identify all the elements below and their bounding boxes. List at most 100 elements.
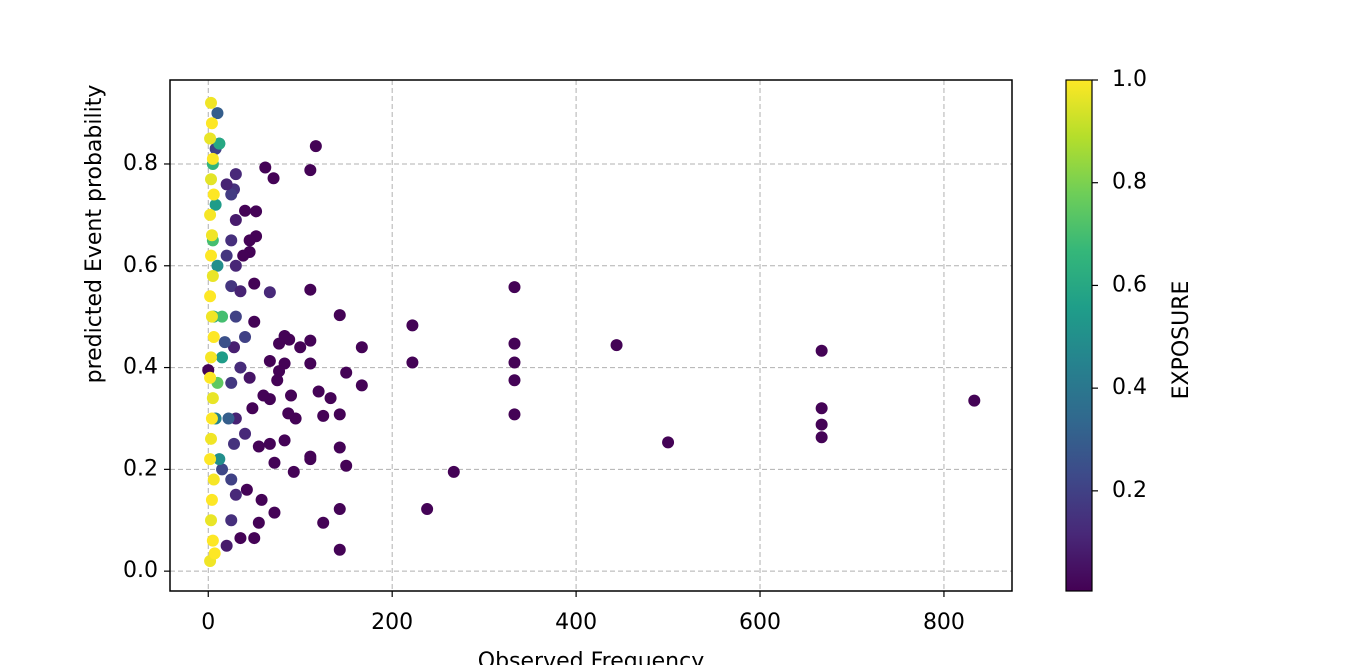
point [234,532,247,545]
point [263,437,276,450]
point [271,374,284,387]
point [211,107,224,120]
point [225,514,238,527]
point [204,371,217,384]
x-axis-label: Observed Frequency [478,649,705,665]
point [206,269,219,282]
point [406,356,419,369]
point [209,198,222,211]
point [229,168,242,181]
point [220,539,233,552]
point [204,132,217,145]
point [239,204,252,217]
point [355,341,368,354]
point [333,503,346,516]
point [508,337,521,350]
point [340,459,353,472]
point [508,374,521,387]
point [205,351,218,364]
point [273,365,286,378]
point [508,408,521,421]
point [234,285,247,298]
point [355,379,368,392]
colorbar-tick-label: 0.6 [1112,272,1147,297]
point [287,465,300,478]
colorbar-tick-label: 0.8 [1112,170,1147,195]
x-tick-label: 600 [739,610,781,635]
point [205,493,218,506]
point [213,137,226,150]
point [218,336,231,349]
point [278,434,291,447]
point [220,249,233,262]
point [225,280,238,293]
point [304,164,317,177]
point [225,473,238,486]
point [205,412,218,425]
point [243,234,256,247]
point [216,310,229,323]
y-tick-label: 0.4 [123,355,158,380]
point [263,354,276,367]
point [268,456,281,469]
point [304,334,317,347]
point [259,161,272,174]
point [324,392,337,405]
y-tick-label: 0.8 [123,151,158,176]
point [309,140,322,153]
point [248,315,261,328]
point [220,178,233,191]
point [234,361,247,374]
point [815,344,828,357]
y-axis-label: predicted Event probability [82,85,107,384]
point [421,503,434,516]
point [304,357,317,370]
point [205,229,218,242]
point [282,407,295,420]
point [508,281,521,294]
point [815,418,828,431]
x-tick-label: 400 [555,610,597,635]
point [248,277,261,290]
point [246,402,259,415]
point [304,453,317,466]
point [229,213,242,226]
x-tick-label: 800 [923,610,965,635]
point [317,516,330,529]
point [252,516,265,529]
point [240,483,253,496]
point [207,473,220,486]
point [206,534,219,547]
x-tick-label: 200 [371,610,413,635]
colorbar-label: EXPOSURE [1169,281,1194,400]
colorbar-tick-label: 0.2 [1112,478,1147,503]
point [340,366,353,379]
point [815,431,828,444]
x-tick-label: 0 [201,610,215,635]
point [229,259,242,272]
point [229,488,242,501]
point [213,453,226,466]
colorbar-tick-label: 0.4 [1112,375,1147,400]
point [205,96,218,109]
point [222,412,235,425]
point [204,290,217,303]
point [285,389,298,402]
point [225,234,238,247]
point [333,441,346,454]
point [208,547,221,560]
point [273,337,286,350]
point [662,436,675,449]
point [333,543,346,556]
point [263,286,276,299]
point [968,394,981,407]
point [255,493,268,506]
point [207,188,220,201]
point [268,506,281,519]
point [304,283,317,296]
colorbar [1065,79,1093,592]
point [228,341,241,354]
point [205,432,218,445]
point [228,437,241,450]
point [447,465,460,478]
